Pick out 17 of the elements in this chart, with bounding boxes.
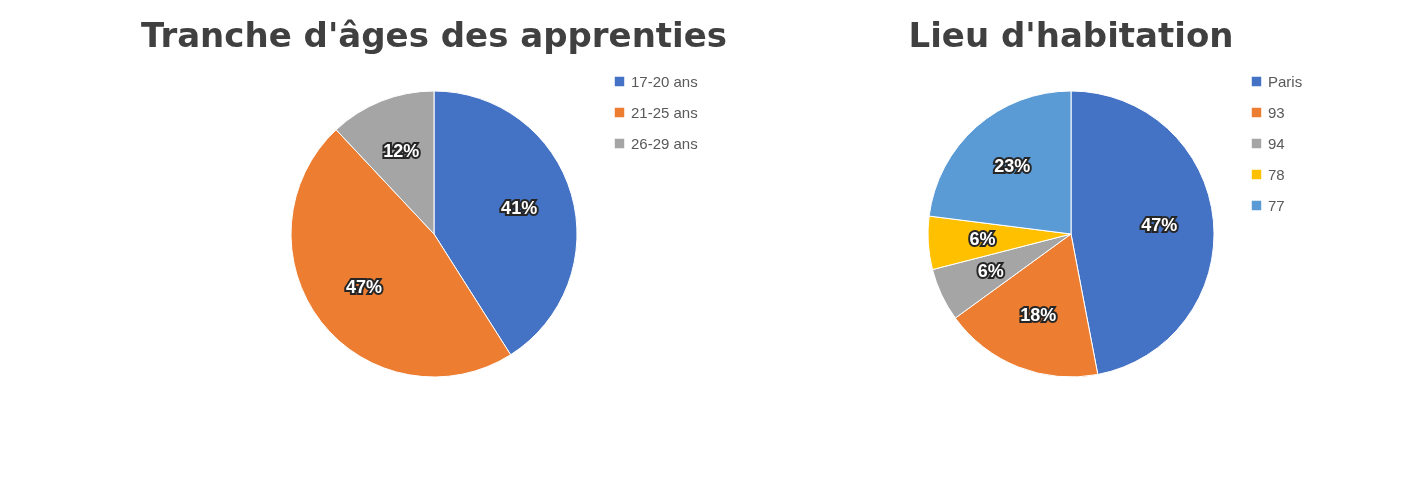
data-label: 47% — [1141, 214, 1178, 235]
data-label: 23% — [994, 156, 1031, 177]
data-label: 18% — [1020, 305, 1057, 326]
legend-label: 26-29 ans — [631, 134, 698, 152]
data-label: 6% — [969, 228, 996, 249]
legend-label: 94 — [1268, 134, 1285, 152]
data-label: 41% — [501, 198, 538, 219]
legend-label: 21-25 ans — [631, 103, 698, 121]
legend-label: 78 — [1268, 165, 1285, 183]
legend-label: 77 — [1268, 196, 1285, 214]
legend-label: 17-20 ans — [631, 72, 698, 90]
legend-label: 93 — [1268, 103, 1285, 121]
data-label: 47% — [345, 277, 382, 298]
legend-label: Paris — [1268, 72, 1303, 90]
chart-title: Lieu d'habitation — [908, 15, 1234, 55]
chart-title: Tranche d'âges des apprenties — [140, 15, 728, 55]
data-label: 6% — [977, 260, 1004, 281]
